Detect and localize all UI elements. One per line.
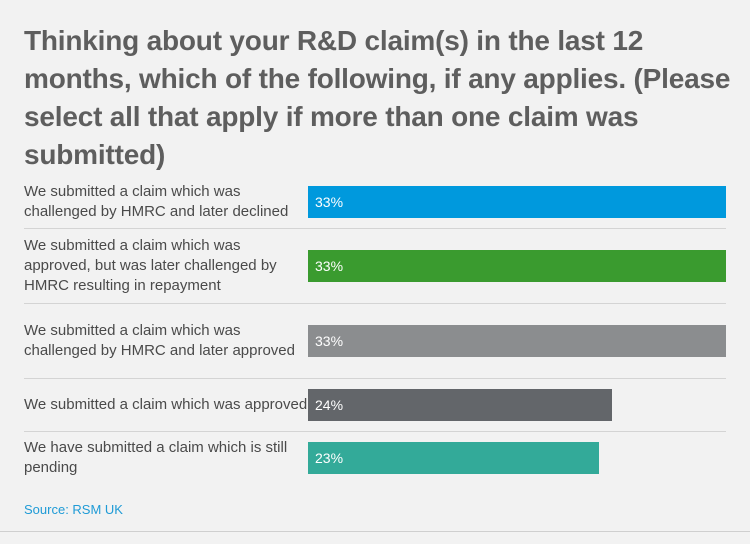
bottom-divider bbox=[0, 531, 750, 532]
category-label: We submitted a claim which was challenge… bbox=[24, 322, 295, 359]
chart-title: Thinking about your R&D claim(s) in the … bbox=[24, 25, 731, 170]
bar: 24% bbox=[308, 389, 612, 421]
bar-track: 24% bbox=[308, 389, 726, 421]
category-label: We submitted a claim which was approved bbox=[24, 396, 308, 413]
bar: 33% bbox=[308, 250, 726, 282]
bar-value-label: 33% bbox=[315, 258, 344, 274]
bar-row: We submitted a claim which was approved 2… bbox=[24, 378, 726, 431]
bar-row: We submitted a claim which was challenge… bbox=[24, 303, 726, 378]
bar: 33% bbox=[308, 325, 726, 357]
source-note: Source: RSM UK bbox=[24, 502, 123, 517]
bar: 33% bbox=[308, 186, 726, 218]
bar-track: 33% bbox=[308, 325, 726, 357]
bar-value-label: 33% bbox=[315, 333, 344, 349]
category-label: We have submitted a claim which is still… bbox=[24, 439, 288, 476]
bar-track: 33% bbox=[308, 250, 726, 282]
bar-value-label: 23% bbox=[315, 450, 344, 466]
bar-value-label: 33% bbox=[315, 194, 344, 210]
category-label: We submitted a claim which was approved,… bbox=[24, 237, 277, 294]
bar-track: 23% bbox=[308, 442, 726, 474]
bar-value-label: 24% bbox=[315, 397, 344, 413]
bar-track: 33% bbox=[308, 186, 726, 218]
bar: 23% bbox=[308, 442, 599, 474]
category-label: We submitted a claim which was challenge… bbox=[24, 183, 289, 220]
bar-chart: We submitted a claim which was challenge… bbox=[24, 176, 726, 484]
bar-row: We have submitted a claim which is still… bbox=[24, 431, 726, 484]
bar-row: We submitted a claim which was approved,… bbox=[24, 228, 726, 303]
bar-row: We submitted a claim which was challenge… bbox=[24, 176, 726, 228]
